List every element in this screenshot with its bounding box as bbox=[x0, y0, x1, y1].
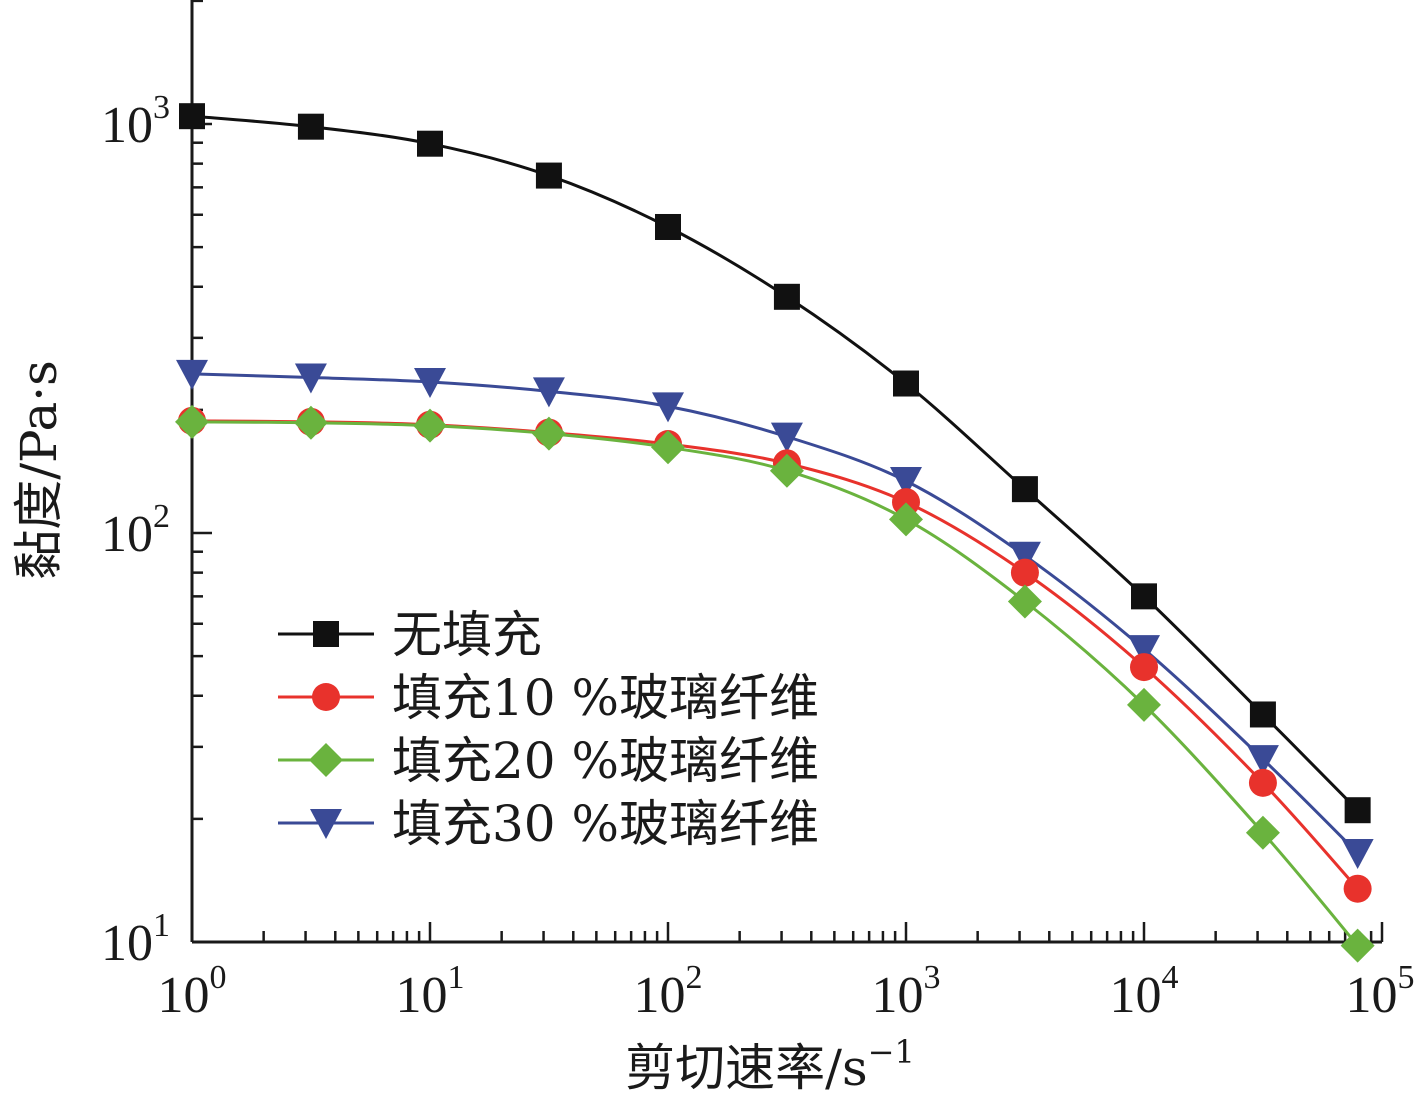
data-point bbox=[773, 283, 800, 310]
y-tick-label-base: 10 bbox=[101, 97, 153, 154]
x-tick-label: 104 bbox=[1110, 959, 1179, 1024]
x-tick-label-base: 10 bbox=[634, 967, 686, 1024]
series-layer bbox=[175, 103, 1375, 963]
data-point bbox=[417, 130, 443, 157]
x-tick-label-base: 10 bbox=[1346, 967, 1398, 1024]
data-point bbox=[890, 467, 922, 498]
data-point bbox=[1008, 541, 1041, 572]
data-point bbox=[1127, 687, 1161, 722]
x-tick-label: 101 bbox=[396, 959, 465, 1024]
data-point bbox=[770, 422, 803, 453]
legend-entry: 填充10 %玻璃纤维 bbox=[278, 669, 819, 727]
x-tick-label: 102 bbox=[634, 959, 703, 1024]
legend-marker bbox=[310, 809, 342, 839]
data-point bbox=[176, 359, 208, 390]
data-point bbox=[532, 377, 565, 408]
data-point bbox=[1343, 874, 1372, 903]
x-tick-label-exp: 3 bbox=[924, 959, 941, 996]
x-tick-label-base: 10 bbox=[1110, 967, 1162, 1024]
data-point bbox=[294, 363, 327, 394]
legend-label: 无填充 bbox=[392, 606, 542, 664]
x-axis-title-text: 剪切速率/s bbox=[625, 1039, 868, 1097]
data-point bbox=[1248, 768, 1277, 797]
x-tick-label-exp: 2 bbox=[686, 959, 703, 996]
y-tick-label-base: 10 bbox=[101, 915, 153, 972]
data-point bbox=[297, 113, 324, 140]
data-point bbox=[1246, 745, 1279, 776]
data-point bbox=[1249, 701, 1276, 728]
data-point bbox=[531, 416, 566, 451]
x-tick-label: 105 bbox=[1346, 959, 1415, 1024]
y-tick-label-exp: 1 bbox=[153, 907, 170, 944]
x-tick-label-exp: 4 bbox=[1162, 959, 1179, 996]
data-point bbox=[1011, 476, 1038, 503]
x-axis-title: 剪切速率/s−1 bbox=[625, 1033, 915, 1097]
y-tick-label-base: 10 bbox=[101, 506, 153, 563]
data-point bbox=[1245, 815, 1280, 850]
data-point bbox=[293, 405, 328, 440]
y-tick-label: 102 bbox=[101, 498, 170, 563]
data-point bbox=[1344, 797, 1371, 824]
legend-marker bbox=[309, 743, 343, 777]
data-point bbox=[1341, 839, 1374, 870]
y-tick-label-exp: 2 bbox=[153, 498, 170, 535]
legend-label: 填充10 %玻璃纤维 bbox=[392, 669, 819, 727]
x-tick-label-base: 10 bbox=[158, 967, 210, 1024]
data-point bbox=[414, 367, 446, 398]
x-tick-label-exp: 5 bbox=[1398, 959, 1415, 996]
data-point bbox=[413, 408, 447, 443]
data-point bbox=[651, 430, 685, 465]
data-point bbox=[893, 370, 919, 397]
data-point bbox=[1010, 558, 1039, 587]
data-point bbox=[535, 162, 562, 189]
y-tick-label-exp: 3 bbox=[153, 89, 170, 126]
data-point bbox=[769, 453, 804, 488]
x-tick-label: 100 bbox=[158, 959, 227, 1024]
axis-titles: 剪切速率/s−1 黏度/Pa·s bbox=[10, 360, 915, 1097]
x-axis-title-exponent: −1 bbox=[868, 1033, 915, 1071]
legend-entry: 填充30 %玻璃纤维 bbox=[278, 795, 819, 853]
y-tick-label: 101 bbox=[101, 907, 170, 972]
legend-marker bbox=[313, 621, 339, 647]
data-point bbox=[1007, 584, 1042, 619]
legend-entry: 填充20 %玻璃纤维 bbox=[278, 732, 819, 790]
y-tick-label: 103 bbox=[101, 89, 170, 154]
series-line bbox=[191, 372, 1359, 855]
data-point bbox=[655, 213, 681, 240]
data-point bbox=[1340, 928, 1375, 963]
x-tick-label-base: 10 bbox=[396, 967, 448, 1024]
series-triangle-down bbox=[176, 359, 1374, 870]
x-tick-label-exp: 1 bbox=[448, 959, 465, 996]
data-point bbox=[652, 392, 684, 423]
data-point bbox=[1130, 653, 1158, 682]
legend-label: 填充30 %玻璃纤维 bbox=[392, 795, 819, 853]
series-line bbox=[191, 114, 1359, 812]
data-point bbox=[1131, 583, 1157, 610]
x-tick-label-exp: 0 bbox=[210, 959, 227, 996]
x-tick-label-base: 10 bbox=[872, 967, 924, 1024]
series-square bbox=[179, 103, 1371, 824]
y-axis-title: 黏度/Pa·s bbox=[10, 360, 68, 580]
legend-label: 填充20 %玻璃纤维 bbox=[392, 732, 819, 790]
data-point bbox=[892, 488, 920, 517]
data-point bbox=[179, 103, 205, 130]
data-point bbox=[889, 502, 923, 537]
data-point bbox=[1128, 635, 1160, 666]
x-tick-label: 103 bbox=[872, 959, 941, 1024]
data-point bbox=[175, 404, 209, 439]
legend-marker bbox=[312, 683, 340, 711]
legend-entry: 无填充 bbox=[278, 606, 542, 664]
series-diamond bbox=[175, 404, 1375, 963]
